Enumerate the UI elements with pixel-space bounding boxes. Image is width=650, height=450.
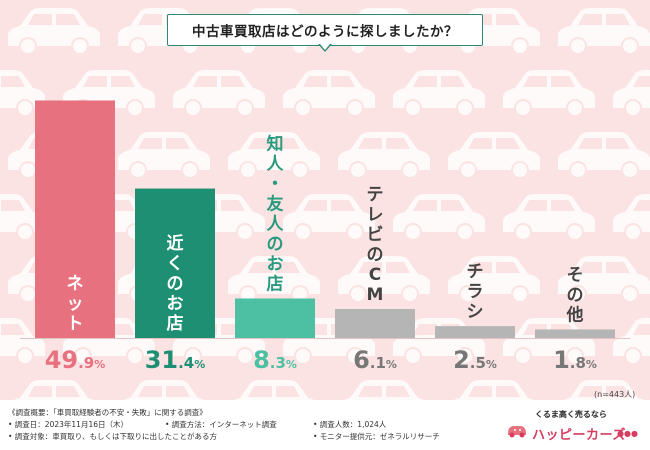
car-silhouette bbox=[448, 132, 540, 179]
category-label: その他 bbox=[566, 265, 584, 325]
logo-tagline: くるま高く売るなら bbox=[535, 410, 607, 419]
car-silhouette bbox=[613, 70, 650, 117]
car-silhouette bbox=[563, 380, 645, 400]
sample-size-note: (n=443人) bbox=[594, 390, 636, 399]
car-silhouette bbox=[613, 318, 650, 365]
car-silhouette bbox=[0, 318, 45, 365]
category-label: ネット bbox=[67, 274, 84, 334]
car-silhouette bbox=[613, 194, 650, 241]
car-silhouette bbox=[8, 8, 100, 55]
bar bbox=[35, 100, 115, 338]
car-silhouette bbox=[393, 194, 485, 241]
car-silhouette bbox=[233, 380, 315, 400]
survey-footer: 《調査概要：「車買取経験者の不安・失敗」に関する調査》 • 調査日：2023年1… bbox=[0, 400, 650, 450]
bar bbox=[135, 188, 215, 338]
car-silhouette bbox=[283, 70, 375, 117]
value-label: 8.3% bbox=[253, 346, 297, 374]
title-bubble-tail-inner bbox=[320, 44, 330, 50]
car-silhouette bbox=[228, 132, 320, 179]
car-silhouette bbox=[0, 70, 45, 117]
category-label: 近くのお店 bbox=[167, 233, 184, 334]
car-silhouette bbox=[338, 256, 430, 303]
survey-count: • 調査人数：1,024人 bbox=[313, 420, 387, 429]
category-label: 知人・友人のお店 bbox=[266, 133, 285, 294]
value-label: 1.8% bbox=[553, 346, 597, 374]
car-silhouette bbox=[173, 70, 265, 117]
car-silhouette bbox=[503, 194, 595, 241]
value-label: 49.9% bbox=[45, 346, 106, 374]
survey-method: • 調査方法：インターネット調査 bbox=[165, 420, 277, 429]
car-silhouette bbox=[0, 194, 45, 241]
bar-chart: ネット 49.9% 近くのお店 31.4% 知人・友人のお店 8.3% テレビの C M 6.1%… bbox=[20, 100, 630, 374]
category-label: チラシ bbox=[467, 262, 484, 322]
car-silhouette bbox=[283, 194, 375, 241]
car-silhouette bbox=[453, 380, 535, 400]
car-silhouette bbox=[393, 70, 485, 117]
logo-dots: ●●● bbox=[617, 429, 638, 438]
value-label: 2.5% bbox=[453, 346, 497, 374]
car-silhouette bbox=[448, 256, 540, 303]
car-silhouette bbox=[343, 380, 425, 400]
value-label: 31.4% bbox=[145, 346, 206, 374]
car-silhouette bbox=[558, 132, 650, 179]
car-silhouette bbox=[558, 8, 650, 55]
bar bbox=[235, 298, 315, 338]
car-silhouette bbox=[228, 256, 320, 303]
bar bbox=[535, 329, 615, 338]
car-silhouette bbox=[13, 380, 95, 400]
car-silhouette bbox=[558, 256, 650, 303]
car-silhouette bbox=[123, 380, 205, 400]
car-silhouette bbox=[503, 70, 595, 117]
bar bbox=[335, 308, 415, 338]
survey-overview: 《調査概要：「車買取経験者の不安・失敗」に関する調査》 bbox=[8, 408, 207, 417]
bar bbox=[435, 326, 515, 338]
survey-date: • 調査日：2023年11月16日（木） bbox=[8, 420, 128, 429]
car-silhouette bbox=[118, 132, 210, 179]
value-label: 6.1% bbox=[353, 346, 397, 374]
chart-title: 中古車買取店はどのように探しましたか？ bbox=[167, 14, 483, 46]
survey-provider: • モニター提供元：ゼネラルリサーチ bbox=[313, 432, 440, 441]
car-silhouette bbox=[338, 132, 430, 179]
category-label: テレビの C M bbox=[367, 185, 384, 305]
logo-name: ハッピーカーズ bbox=[532, 428, 626, 443]
survey-target: • 調査対象：車買取り、もしくは下取りに出したことがある方 bbox=[8, 432, 218, 441]
car-logo-icon bbox=[508, 426, 526, 438]
